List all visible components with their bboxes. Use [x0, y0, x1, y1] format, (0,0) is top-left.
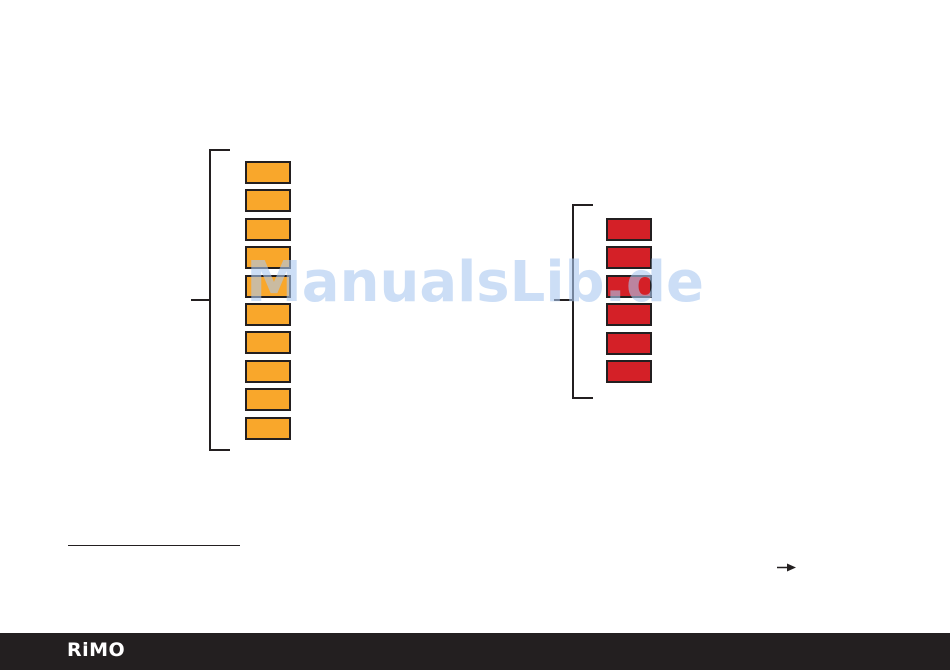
- orange-indicator-box: [245, 331, 291, 355]
- orange-indicator-box: [245, 416, 291, 440]
- right-bracket-top: [572, 204, 593, 206]
- orange-indicator-box: [245, 388, 291, 412]
- orange-indicator-box: [245, 217, 291, 241]
- red-indicator-box: [606, 218, 652, 241]
- red-indicator-box: [606, 303, 652, 327]
- red-indicator-box: [606, 274, 652, 298]
- watermark: ManualsLib.de: [246, 250, 704, 315]
- red-indicator-box: [606, 360, 652, 383]
- left-bracket-top: [209, 149, 230, 151]
- orange-indicator-box: [245, 189, 291, 213]
- orange-indicator-box: [245, 274, 291, 298]
- left-bracket-pointer: [191, 299, 210, 301]
- orange-indicator-box: [245, 161, 291, 184]
- orange-indicator-box: [245, 359, 291, 383]
- right-bracket-bottom: [572, 397, 593, 399]
- red-indicator-box: [606, 331, 652, 355]
- footnote-rule: [68, 545, 240, 546]
- orange-indicator-box: [245, 246, 291, 270]
- left-bracket-vertical: [209, 150, 211, 451]
- right-bracket-pointer: [554, 299, 573, 301]
- left-bracket-bottom: [209, 449, 230, 451]
- red-indicator-box: [606, 246, 652, 270]
- arrow-right-icon: [777, 563, 796, 572]
- orange-indicator-box: [245, 303, 291, 326]
- right-bracket-vertical: [572, 204, 574, 399]
- rimo-logo: RiMO: [67, 639, 126, 661]
- footer-bar: RiMO: [0, 633, 950, 670]
